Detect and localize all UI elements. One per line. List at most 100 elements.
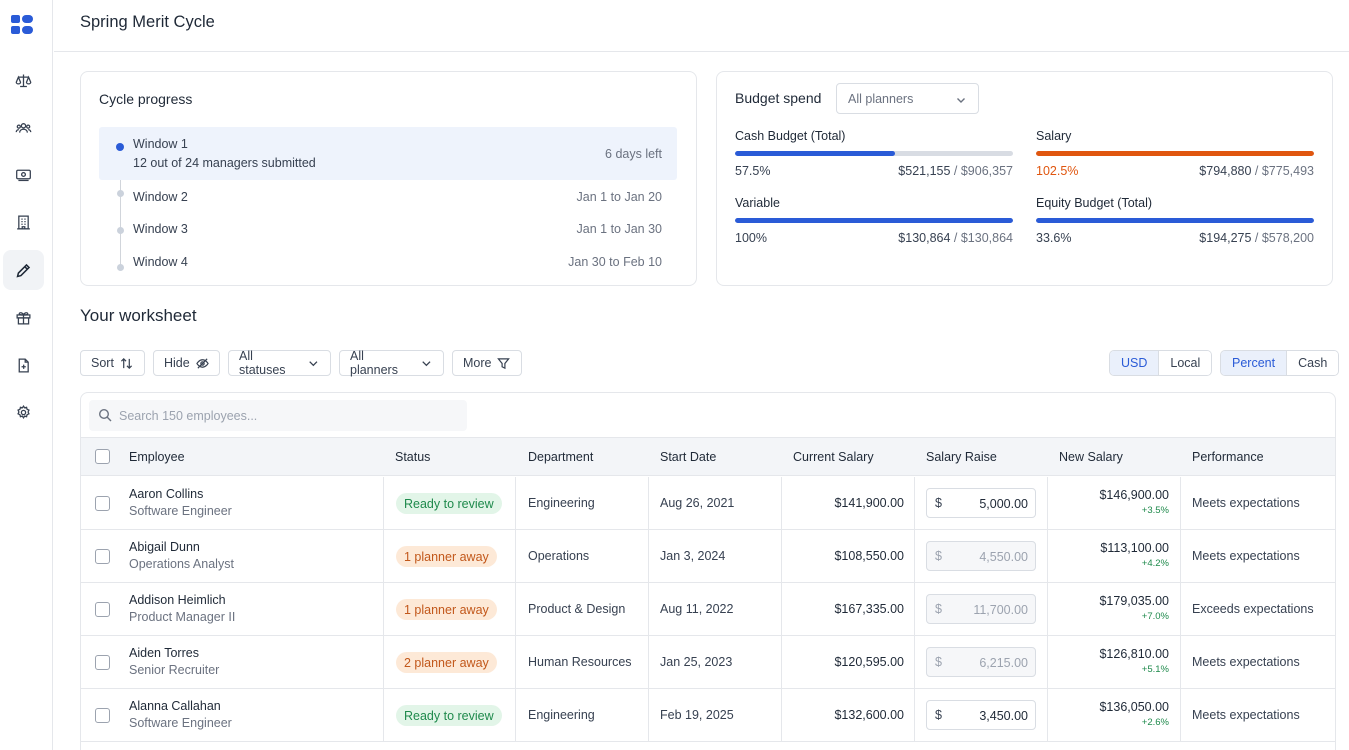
usd-option[interactable]: USD bbox=[1110, 351, 1159, 375]
budget-spent: $194,275 bbox=[1199, 231, 1252, 245]
planner-filter-button[interactable]: All planners bbox=[339, 349, 444, 377]
employee-name[interactable]: Alanna Callahan bbox=[129, 699, 221, 713]
hide-button[interactable]: Hide bbox=[153, 350, 220, 376]
row-checkbox[interactable] bbox=[95, 655, 110, 670]
column-divider bbox=[383, 583, 384, 636]
budget-total: $130,864 bbox=[960, 231, 1013, 245]
current-salary: $108,550.00 bbox=[834, 549, 904, 563]
employee-name[interactable]: Aaron Collins bbox=[129, 487, 204, 501]
window-1-row[interactable]: Window 1 12 out of 24 managers submitted… bbox=[99, 127, 677, 180]
col-start-date[interactable]: Start Date bbox=[660, 450, 717, 464]
table-row[interactable]: Addison Heimlich Product Manager II 1 plan… bbox=[81, 583, 1335, 636]
budget-cash-total: Cash Budget (Total) 57.5% $521,155 / $906… bbox=[735, 129, 1013, 178]
status-badge: Ready to review bbox=[396, 493, 502, 514]
column-divider bbox=[648, 530, 649, 583]
row-checkbox[interactable] bbox=[95, 708, 110, 723]
header: Spring Merit Cycle bbox=[54, 0, 1349, 52]
sort-button[interactable]: Sort bbox=[80, 350, 145, 376]
performance: Meets expectations bbox=[1192, 496, 1300, 510]
col-employee[interactable]: Employee bbox=[129, 450, 185, 464]
budget-total: $775,493 bbox=[1261, 164, 1314, 178]
window-4-row[interactable]: Window 4 Jan 30 to Feb 10 bbox=[99, 245, 677, 277]
performance: Exceeds expectations bbox=[1192, 602, 1314, 616]
search-input[interactable] bbox=[119, 406, 449, 425]
table-header: Employee Status Department Start Date Cu… bbox=[81, 437, 1335, 476]
column-divider bbox=[515, 636, 516, 689]
row-checkbox[interactable] bbox=[95, 496, 110, 511]
salary-raise-value: 5,000.00 bbox=[979, 497, 1028, 511]
row-checkbox[interactable] bbox=[95, 549, 110, 564]
column-divider bbox=[781, 530, 782, 583]
column-divider bbox=[1047, 583, 1048, 636]
col-salary-raise[interactable]: Salary Raise bbox=[926, 450, 997, 464]
col-status[interactable]: Status bbox=[395, 450, 431, 464]
scale-icon[interactable] bbox=[3, 60, 44, 100]
budget-percent: 100% bbox=[735, 231, 767, 245]
column-divider bbox=[648, 689, 649, 742]
budget-bar-fill bbox=[1036, 151, 1314, 156]
planner-filter-label: All planners bbox=[350, 349, 398, 377]
status-filter-button[interactable]: All statuses bbox=[228, 349, 331, 377]
column-divider bbox=[914, 530, 915, 583]
cash-option[interactable]: Cash bbox=[1286, 351, 1339, 375]
building-icon[interactable] bbox=[3, 202, 44, 242]
salary-raise-input[interactable]: $5,000.00 bbox=[926, 488, 1036, 518]
gear-icon[interactable] bbox=[3, 392, 44, 432]
col-department[interactable]: Department bbox=[528, 450, 594, 464]
worksheet-table: Employee Status Department Start Date Cu… bbox=[80, 392, 1336, 750]
salary-raise-input[interactable]: $11,700.00 bbox=[926, 594, 1036, 624]
budget-item-title: Cash Budget (Total) bbox=[735, 129, 846, 143]
table-row[interactable]: Aaron Collins Software Engineer Ready to r… bbox=[81, 477, 1335, 530]
current-salary: $132,600.00 bbox=[834, 708, 904, 722]
gift-icon[interactable] bbox=[3, 297, 44, 337]
col-new-salary[interactable]: New Salary bbox=[1059, 450, 1123, 464]
employee-name[interactable]: Aiden Torres bbox=[129, 646, 199, 660]
budget-bar bbox=[1036, 151, 1314, 156]
table-row[interactable]: Aiden Torres Senior Recruiter 2 planner aw… bbox=[81, 636, 1335, 689]
pencil-icon[interactable] bbox=[3, 250, 44, 290]
budget-bar-fill bbox=[735, 151, 895, 156]
column-divider bbox=[914, 689, 915, 742]
salary-raise-input[interactable]: $6,215.00 bbox=[926, 647, 1036, 677]
budget-item-title: Equity Budget (Total) bbox=[1036, 196, 1153, 210]
currency-symbol: $ bbox=[935, 549, 942, 563]
table-row[interactable]: Alanna Callahan Software Engineer Ready to… bbox=[81, 689, 1335, 742]
window-label: Window 4 bbox=[133, 255, 188, 269]
employee-role: Operations Analyst bbox=[129, 557, 234, 571]
people-icon[interactable] bbox=[3, 107, 44, 147]
table-row[interactable]: Abigail Dunn Operations Analyst 1 planner … bbox=[81, 530, 1335, 583]
column-divider bbox=[515, 583, 516, 636]
column-divider bbox=[1180, 583, 1181, 636]
column-divider bbox=[914, 477, 915, 530]
window-3-row[interactable]: Window 3 Jan 1 to Jan 30 bbox=[99, 212, 677, 244]
employee-role: Software Engineer bbox=[129, 504, 232, 518]
search-icon bbox=[98, 408, 112, 422]
employee-name[interactable]: Addison Heimlich bbox=[129, 593, 226, 607]
mode-toggle: Percent Cash bbox=[1220, 350, 1340, 376]
window-dates: Jan 1 to Jan 20 bbox=[576, 190, 662, 204]
start-date: Jan 3, 2024 bbox=[660, 549, 726, 563]
logo-icon[interactable] bbox=[11, 15, 33, 35]
local-option[interactable]: Local bbox=[1158, 351, 1212, 375]
currency-symbol: $ bbox=[935, 496, 942, 510]
file-add-icon[interactable] bbox=[3, 345, 44, 385]
salary-raise-input[interactable]: $3,450.00 bbox=[926, 700, 1036, 730]
window-label: Window 2 bbox=[133, 190, 188, 204]
percent-option[interactable]: Percent bbox=[1221, 351, 1287, 375]
col-current-salary[interactable]: Current Salary bbox=[793, 450, 874, 464]
row-checkbox[interactable] bbox=[95, 602, 110, 617]
salary-raise-input[interactable]: $4,550.00 bbox=[926, 541, 1036, 571]
more-filters-button[interactable]: More bbox=[452, 350, 522, 376]
window-dates: Jan 1 to Jan 30 bbox=[576, 222, 662, 236]
worksheet-title: Your worksheet bbox=[80, 306, 197, 325]
col-performance[interactable]: Performance bbox=[1192, 450, 1264, 464]
chevron-down-icon bbox=[957, 98, 965, 103]
budget-variable: Variable 100% $130,864 / $130,864 bbox=[735, 196, 1013, 245]
window-2-row[interactable]: Window 2 Jan 1 to Jan 20 bbox=[99, 180, 677, 212]
column-divider bbox=[648, 477, 649, 530]
select-all-checkbox[interactable] bbox=[95, 449, 110, 464]
employee-name[interactable]: Abigail Dunn bbox=[129, 540, 200, 554]
budget-planner-select[interactable]: All planners bbox=[836, 83, 979, 114]
money-icon[interactable] bbox=[3, 154, 44, 194]
budget-item-title: Variable bbox=[735, 196, 780, 210]
